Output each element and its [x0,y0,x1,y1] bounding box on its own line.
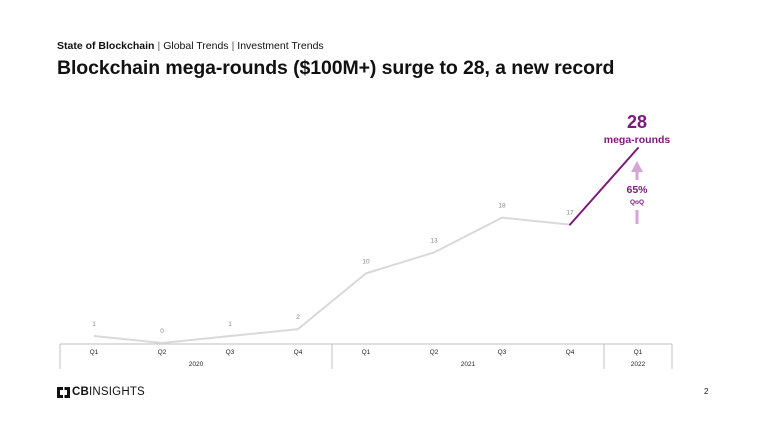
breadcrumb-separator: | [231,40,235,52]
data-label: 18 [498,203,506,210]
logo-text-bold: CB [72,386,90,398]
data-label: 0 [160,328,164,335]
highlight-segment [569,147,639,226]
logo-text-rest: INSIGHTS [89,386,145,398]
x-tick-label: Q4 [566,349,575,356]
highlight-value-caption: mega-rounds [604,134,671,146]
highlight-change-caption: QoQ [630,199,644,206]
highlight-value-label: 28 [627,112,647,132]
cb-insights-logo-icon [57,386,70,398]
series-line [93,216,571,344]
up-arrow-icon [631,161,643,172]
x-tick-label: Q1 [634,349,643,356]
x-tick-label: Q4 [294,349,303,356]
breadcrumb-section: State of Blockchain [57,40,155,52]
cb-insights-logo: CB INSIGHTS [57,386,145,398]
breadcrumb-separator: | [157,40,161,52]
page-number: 2 [704,387,709,396]
x-tick-label: Q2 [430,349,439,356]
data-label: 17 [566,210,574,217]
x-tick-label: Q1 [362,349,371,356]
x-tick-label: Q3 [226,349,235,356]
x-tick-label: Q2 [158,349,167,356]
data-label: 2 [296,314,300,321]
breadcrumb-item-global-trends: Global Trends [163,40,229,52]
breadcrumb: State of Blockchain | Global Trends | Invest… [57,40,324,52]
x-tick-label: Q1 [90,349,99,356]
breadcrumb-item-investment-trends: Investment Trends [237,40,324,52]
x-tick-label: Q3 [498,349,507,356]
data-label: 1 [92,321,96,328]
data-label: 13 [430,237,438,244]
data-label: 10 [362,258,370,265]
highlight-change-label: 65% [626,184,648,196]
year-label: 2022 [631,361,646,368]
page-title: Blockchain mega-rounds ($100M+) surge to… [57,57,615,79]
up-arrow-stem-bottom [635,210,639,224]
data-label: 1 [228,321,232,328]
up-arrow-stem-top [635,171,639,180]
year-label: 2020 [189,361,204,368]
year-label: 2021 [461,361,476,368]
